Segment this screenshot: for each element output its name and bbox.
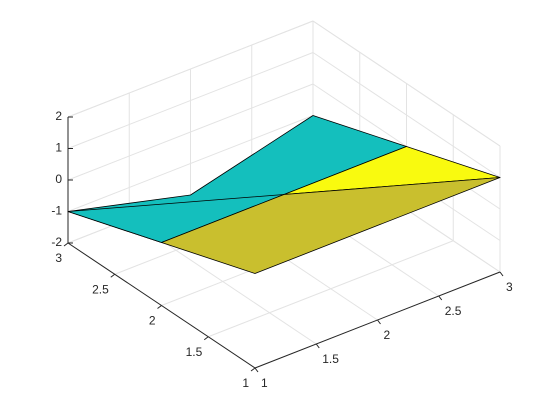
- y-tick: [110, 273, 116, 278]
- surface-patch: [161, 177, 501, 274]
- z-tick-label: -2: [51, 235, 62, 249]
- grid-line: [208, 240, 454, 338]
- x-tick: [254, 367, 259, 373]
- grid-line: [67, 83, 314, 181]
- y-tick: [63, 242, 69, 247]
- z-tick-label: -1: [51, 204, 62, 218]
- y-tick-label: 2.5: [92, 282, 109, 296]
- box-edge: [312, 20, 501, 147]
- z-tick-label: 2: [55, 109, 62, 123]
- y-tick-label: 3: [55, 251, 62, 265]
- x-tick: [438, 295, 443, 301]
- y-tick-label: 2: [149, 314, 156, 328]
- grid-line: [67, 115, 314, 212]
- x-tick-label: 2.5: [445, 304, 462, 318]
- x-tick-label: 3: [506, 280, 513, 294]
- y-tick: [250, 367, 256, 372]
- z-tick-label: 1: [55, 141, 62, 155]
- y-tick: [203, 336, 209, 341]
- y-tick-label: 1.5: [186, 345, 203, 359]
- grid-line: [312, 52, 501, 178]
- box-edge: [67, 20, 314, 118]
- grid-line: [67, 52, 314, 149]
- x-tick-label: 2: [384, 328, 391, 342]
- z-tick-label: 0: [55, 172, 62, 186]
- y-tick: [157, 305, 162, 309]
- y-tick-label: 1: [242, 376, 249, 390]
- x-tick-label: 1.5: [322, 352, 339, 366]
- x-tick: [377, 319, 381, 325]
- x-tick: [499, 271, 504, 277]
- x-tick: [315, 343, 320, 349]
- x-tick-label: 1: [261, 376, 268, 390]
